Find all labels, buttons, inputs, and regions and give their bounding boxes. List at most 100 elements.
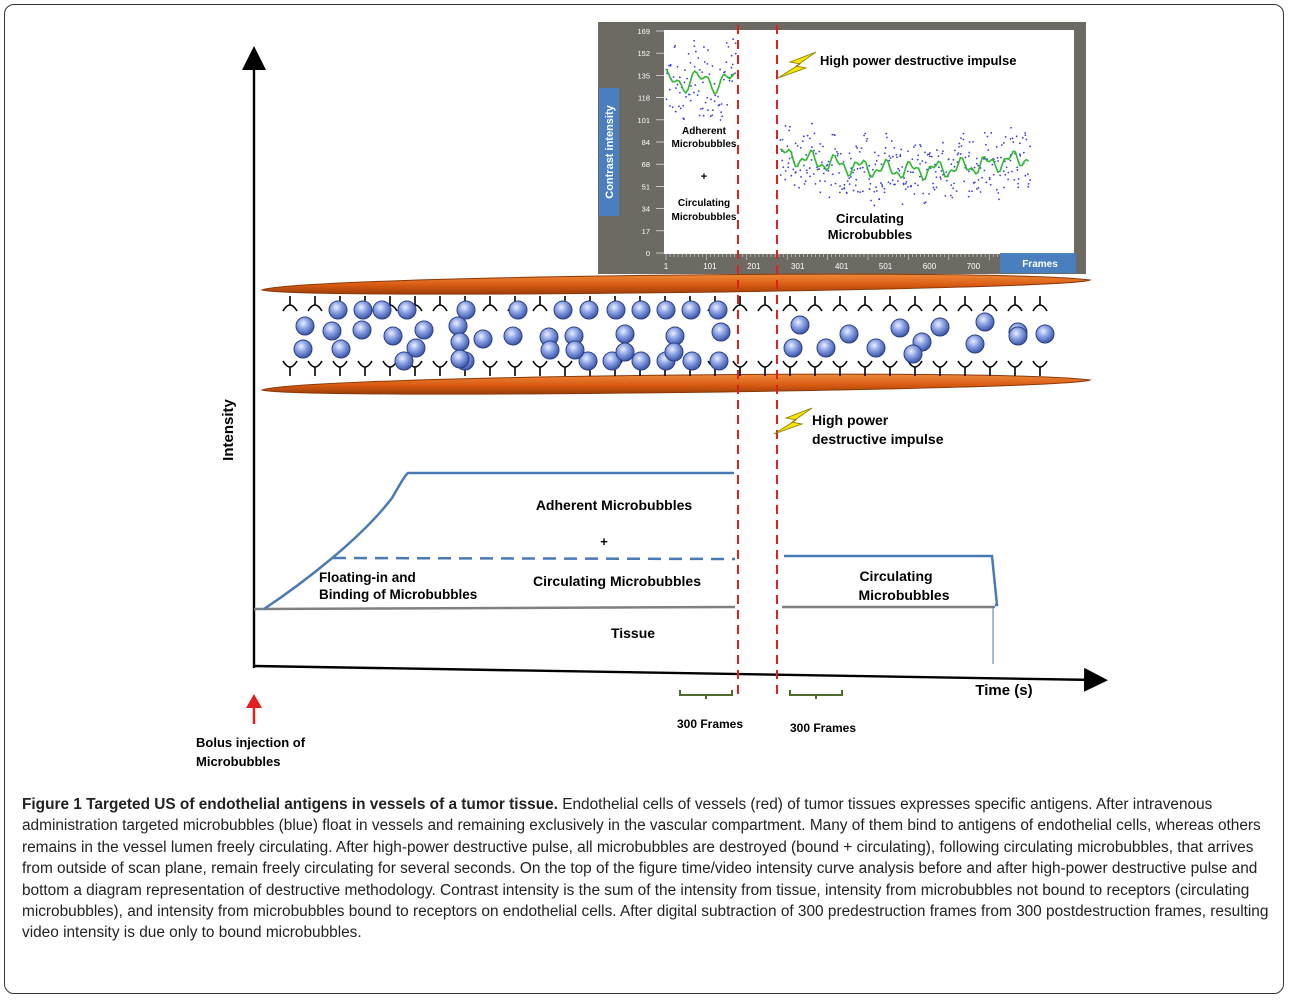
microbubble	[331, 339, 351, 359]
microbubble	[708, 300, 728, 320]
inset-point	[938, 166, 940, 169]
receptor	[532, 360, 548, 376]
inset-point	[725, 61, 728, 64]
inset-point	[854, 184, 857, 187]
inset-plot-area	[664, 30, 1074, 254]
receptor	[882, 360, 898, 376]
inset-point	[690, 85, 692, 87]
inset-x-tick-label: 700	[967, 262, 981, 271]
inset-left-label-plus: +	[701, 171, 707, 183]
inset-point	[698, 114, 701, 117]
receptor	[957, 360, 973, 376]
inset-point	[833, 133, 836, 136]
inset-point	[864, 132, 867, 135]
inset-point	[977, 186, 980, 189]
inset-point	[1018, 153, 1021, 156]
inset-point	[975, 157, 978, 160]
inset-point	[997, 192, 1000, 194]
inset-point	[917, 184, 919, 187]
inset-point	[717, 95, 719, 98]
tissue-label: Tissue	[611, 625, 655, 641]
inset-point	[866, 137, 869, 140]
receptor	[757, 360, 773, 376]
inset-point	[967, 155, 970, 158]
inset-point	[704, 101, 707, 104]
circulating-post-curve	[784, 554, 999, 607]
inset-point	[685, 95, 687, 98]
inset-point	[857, 190, 859, 193]
inset-point	[873, 204, 876, 207]
inset-x-tick-label: 1	[664, 262, 669, 271]
inset-y-tick-label: 34	[642, 205, 650, 214]
microbubble	[322, 321, 342, 341]
floating-label-2: Binding of Microbubbles	[319, 587, 477, 602]
inset-point	[798, 186, 800, 189]
inset-point	[935, 176, 938, 179]
inset-point	[826, 163, 829, 166]
inset-point	[801, 140, 804, 143]
inset-point	[942, 150, 944, 153]
inset-point	[999, 174, 1002, 177]
receptor	[757, 296, 773, 312]
tissue-line	[253, 605, 736, 611]
inset-point	[730, 54, 733, 57]
inset-point	[945, 179, 948, 182]
inset-point	[714, 94, 717, 97]
microbubble	[578, 351, 598, 371]
inset-point	[898, 169, 901, 172]
inset-point	[924, 151, 926, 154]
inset-point	[955, 190, 958, 193]
inset-point	[669, 105, 671, 107]
inset-point	[988, 178, 991, 181]
inset-point	[850, 175, 852, 178]
receptor	[982, 360, 998, 376]
inset-point	[990, 132, 993, 134]
inset-point	[792, 168, 795, 171]
inset-point	[734, 52, 737, 55]
inset-point	[1022, 151, 1025, 154]
frames-bracket-left	[679, 690, 733, 699]
inset-point	[720, 111, 723, 114]
inset-point	[932, 182, 934, 185]
inset-point	[987, 149, 990, 152]
inset-point	[732, 38, 735, 41]
inset-point	[812, 173, 815, 175]
inset-point	[694, 84, 697, 86]
inset-point	[781, 159, 784, 162]
inset-point	[956, 161, 959, 164]
inset-x-label-box	[1000, 253, 1076, 273]
inset-point	[837, 152, 839, 155]
receptor	[432, 360, 448, 376]
microbubble	[508, 300, 528, 320]
inset-point	[686, 77, 688, 80]
inset-point	[901, 203, 904, 206]
inset-point	[671, 106, 674, 109]
inset-y-tick-label: 0	[646, 249, 650, 258]
microbubble	[473, 329, 493, 349]
inset-x-tick-label: 201	[747, 262, 761, 271]
inset-point	[890, 140, 893, 142]
inset-point	[806, 134, 809, 137]
inset-y-tick-label: 169	[637, 27, 650, 36]
inset-point	[868, 164, 871, 167]
inset-point	[848, 177, 851, 180]
inset-y-tick-label: 68	[642, 160, 650, 169]
microbubble	[352, 320, 372, 340]
receptor	[957, 296, 973, 312]
inset-point	[862, 190, 864, 193]
inset-point	[977, 164, 980, 167]
receptor	[432, 296, 448, 312]
inset-point	[904, 188, 907, 191]
inset-point	[843, 187, 845, 190]
figure-frame	[4, 4, 1284, 994]
microbubble	[682, 351, 702, 371]
inset-point	[907, 150, 909, 153]
inset-point	[838, 171, 840, 174]
inset-point	[668, 64, 670, 67]
receptor	[307, 296, 323, 312]
inset-x-tick-label: 501	[879, 262, 893, 271]
inset-point	[875, 160, 878, 162]
inset-point	[687, 52, 690, 55]
inset-point	[830, 184, 833, 186]
inset-point	[822, 145, 824, 148]
